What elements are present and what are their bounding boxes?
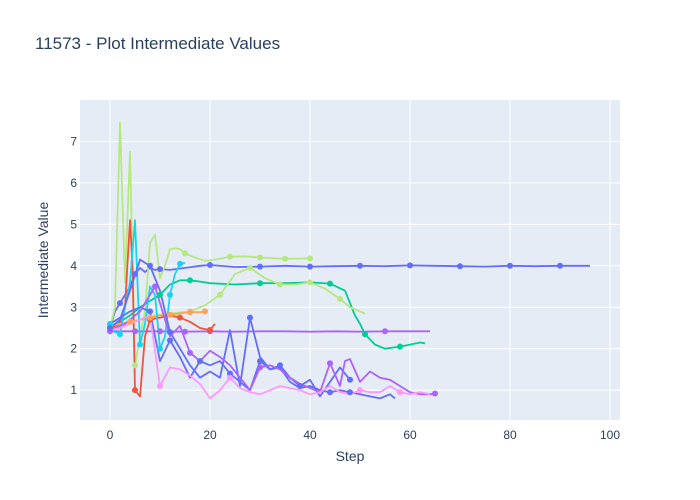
- series-11-point: [257, 364, 263, 371]
- series-10-point: [147, 308, 153, 315]
- series-9-point: [347, 389, 353, 396]
- series-9-point: [107, 324, 113, 331]
- series-7-point: [147, 314, 153, 321]
- plot-background: [80, 100, 620, 420]
- chart-title: 11573 - Plot Intermediate Values: [35, 34, 281, 53]
- series-1-point: [257, 263, 263, 270]
- series-10-point: [277, 362, 283, 369]
- series-4-point: [307, 279, 313, 286]
- series-5-point: [132, 328, 138, 335]
- series-7-point: [187, 309, 193, 316]
- series-11-line: [109, 285, 436, 396]
- series-12-point: [397, 389, 403, 396]
- series-10-point: [227, 370, 233, 377]
- series-12-point: [227, 374, 233, 381]
- x-tick-label: 0: [107, 428, 114, 442]
- y-tick-label: 5: [70, 217, 77, 231]
- series-11-point: [327, 360, 333, 367]
- series-8-point: [157, 345, 163, 352]
- series-3-line: [109, 279, 426, 350]
- x-tick-label: 40: [303, 428, 317, 442]
- series-5-point: [182, 328, 188, 335]
- series-2-point: [257, 254, 263, 261]
- series-2-point: [307, 255, 313, 262]
- series-8-point: [167, 291, 173, 298]
- series-9-point: [147, 262, 153, 269]
- series-9-point: [247, 314, 253, 321]
- y-tick-label: 4: [70, 259, 77, 273]
- series-6-point: [177, 314, 183, 321]
- series-8-line: [109, 219, 186, 350]
- series-2-point: [182, 250, 188, 257]
- series-4-point: [277, 281, 283, 288]
- series-1-point: [132, 271, 138, 278]
- x-tick-label: 20: [203, 428, 217, 442]
- series-10-point: [167, 337, 173, 344]
- y-tick-label: 7: [70, 134, 77, 148]
- marker-layer: [107, 250, 563, 397]
- x-tick-label: 60: [403, 428, 417, 442]
- x-tick-label: 100: [600, 428, 620, 442]
- series-1-point: [457, 263, 463, 270]
- series-1-point: [507, 262, 513, 269]
- series-1-point: [407, 262, 413, 269]
- series-8-point: [177, 260, 183, 267]
- series-12-point: [357, 387, 363, 394]
- series-1-point: [157, 266, 163, 273]
- series-10-point: [197, 358, 203, 365]
- series-6-point: [207, 327, 213, 334]
- series-12-line: [109, 314, 431, 400]
- series-6-point: [132, 387, 138, 394]
- series-11-point: [432, 390, 438, 397]
- series-3-point: [257, 280, 263, 287]
- series-9-point: [327, 389, 333, 396]
- series-4-point: [337, 295, 343, 302]
- series-7-point: [127, 318, 133, 325]
- series-10-point: [297, 383, 303, 390]
- series-1-point: [357, 262, 363, 269]
- series-2-point: [132, 362, 138, 369]
- x-axis-title: Step: [336, 448, 365, 464]
- series-2-point: [282, 255, 288, 262]
- series-2-point: [227, 253, 233, 260]
- y-tick-label: 1: [70, 383, 77, 397]
- series-5-point: [157, 328, 163, 335]
- series-3-point: [157, 291, 163, 298]
- series-1-point: [557, 262, 563, 269]
- tick-labels: 0 20 40 60 80 100 1 2 3 4 5 6 7: [70, 134, 620, 442]
- y-tick-label: 6: [70, 176, 77, 190]
- series-8-point: [137, 341, 143, 348]
- series-3-point: [397, 343, 403, 350]
- series-7-point: [202, 308, 208, 315]
- series-4-point: [247, 264, 253, 271]
- series-4-point: [217, 291, 223, 298]
- y-axis-title: Intermediate Value: [35, 202, 51, 319]
- y-tick-label: 2: [70, 342, 77, 356]
- series-8-point: [107, 320, 113, 327]
- series-7-point: [167, 311, 173, 318]
- series-11-point: [152, 283, 158, 290]
- series-1-point: [307, 263, 313, 270]
- series-1-point: [207, 261, 213, 268]
- series-10-point: [257, 358, 263, 365]
- series-1-point: [117, 300, 123, 307]
- series-8-point: [117, 331, 123, 338]
- series-10-point: [347, 376, 353, 383]
- y-tick-label: 3: [70, 300, 77, 314]
- series-3-point: [327, 280, 333, 287]
- x-tick-label: 80: [503, 428, 517, 442]
- series-11-point: [187, 349, 193, 356]
- series-9-point: [167, 329, 173, 336]
- series-5-point: [382, 328, 388, 335]
- series-3-point: [362, 331, 368, 338]
- series-12-point: [157, 383, 163, 390]
- series-3-point: [187, 277, 193, 284]
